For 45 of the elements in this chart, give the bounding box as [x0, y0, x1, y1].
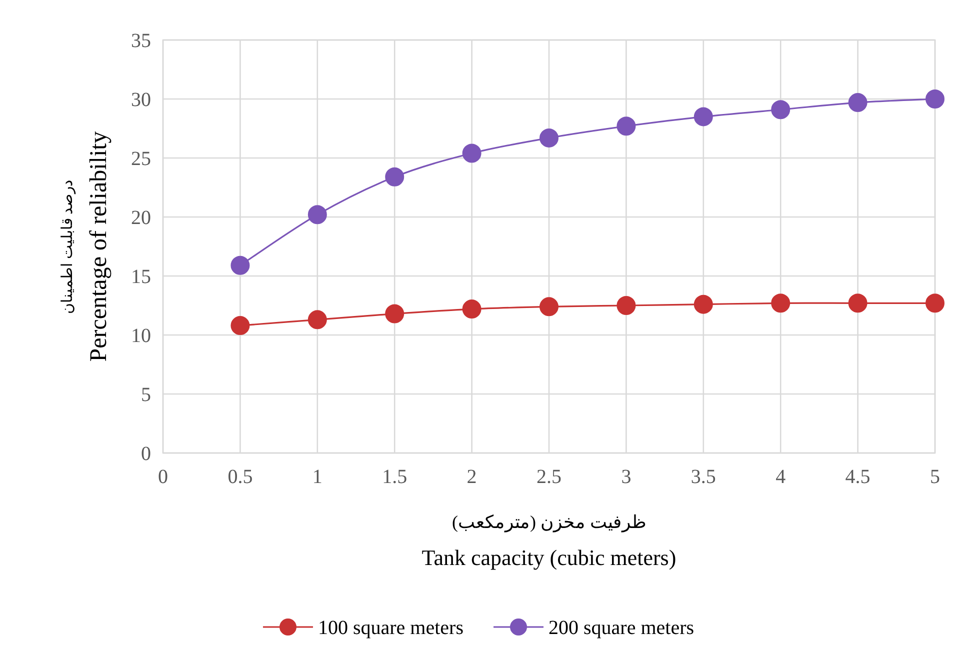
x-tick-label: 1.5: [382, 466, 408, 488]
point: [385, 167, 404, 186]
x-tick-label: 4.5: [845, 466, 870, 488]
x-axis-title: Tank capacity (cubic meters): [422, 545, 676, 570]
point: [308, 310, 327, 330]
point: [926, 294, 944, 313]
point: [462, 300, 482, 319]
y-tick-label: 10: [131, 325, 151, 347]
x-tick-label: 0: [158, 466, 168, 488]
point: [230, 256, 250, 275]
point: [616, 116, 636, 136]
y-tick-label: 35: [131, 30, 151, 52]
legend-label: 100 square meters: [318, 617, 464, 639]
y-tick-label: 0: [141, 443, 151, 465]
point: [308, 205, 327, 224]
x-tick-label: 2: [466, 466, 477, 488]
point: [385, 304, 404, 324]
y-tick-label: 5: [141, 384, 151, 406]
text: ظرفیت مخزن (مترمکعب): [452, 512, 646, 533]
x-tick-label: 1: [312, 466, 322, 488]
point: [540, 128, 558, 148]
point: [694, 107, 713, 126]
point: [848, 93, 868, 112]
point: [540, 297, 558, 316]
y-tick-label: 30: [131, 89, 151, 111]
point: [616, 296, 636, 315]
x-tick-label: 3: [621, 466, 632, 488]
legend-label: 200 square meters: [548, 617, 694, 639]
y-axis-title: Percentage of reliability: [86, 131, 112, 362]
point: [848, 294, 868, 313]
y-tick-label: 15: [131, 266, 151, 288]
point: [462, 144, 482, 163]
point: [771, 100, 790, 120]
x-tick-label: 0.5: [228, 466, 253, 488]
x-tick-label: 3.5: [690, 466, 716, 488]
x-tick-label: 4: [776, 466, 786, 488]
x-tick-label: 5: [930, 466, 940, 488]
text: درصد قابلیت اطمینان: [60, 179, 76, 314]
point: [926, 90, 944, 108]
y-tick-label: 20: [131, 207, 151, 229]
y-tick-label: 25: [131, 148, 151, 170]
point: [694, 294, 713, 314]
point: [230, 316, 250, 336]
x-tick-label: 2.5: [536, 466, 562, 488]
point: [771, 294, 790, 313]
